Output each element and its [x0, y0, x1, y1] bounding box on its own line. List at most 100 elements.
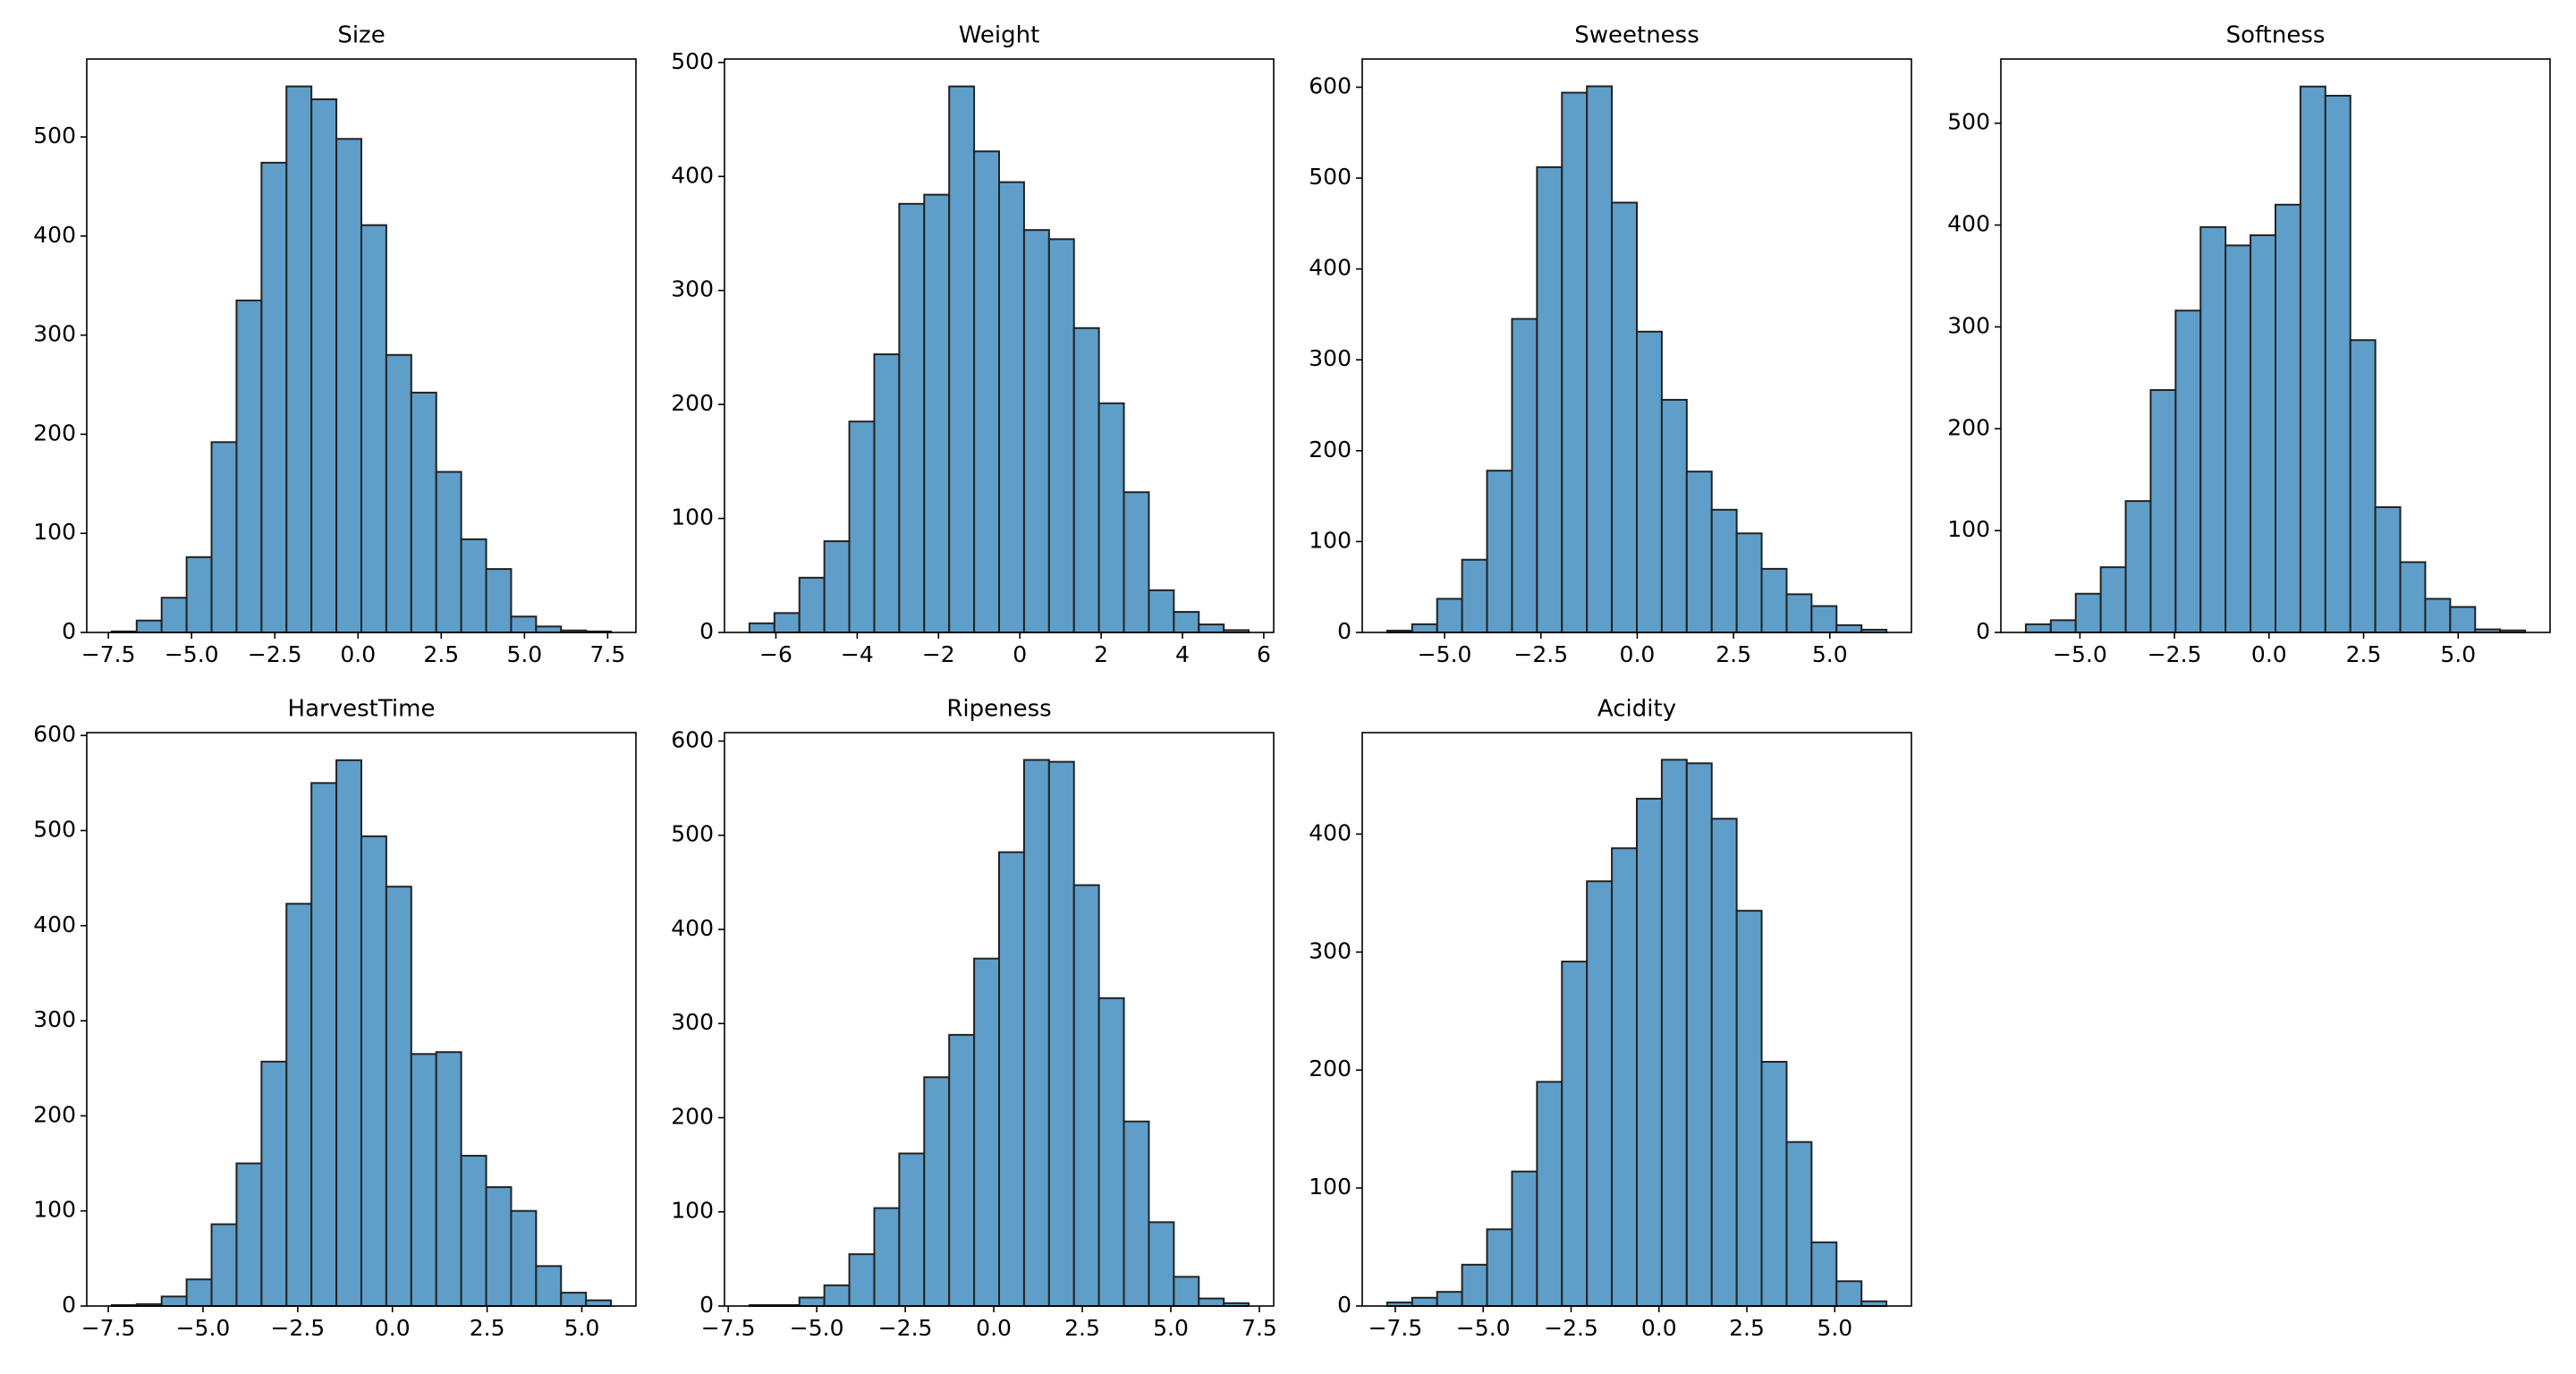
bar	[973, 957, 1001, 1307]
bar	[973, 150, 1001, 634]
bar	[1411, 623, 1438, 633]
y-tick-label: 200	[1947, 414, 1990, 440]
y-tick-label: 400	[1309, 255, 1352, 281]
subplot: −7.5 −5.0 −2.5 0.0 2.5 5.0 0 100 200 300 400 Acidit…	[1309, 696, 1912, 1341]
y-tick-label: 200	[1309, 437, 1352, 462]
bar	[235, 299, 263, 633]
bar	[1835, 623, 1863, 634]
chart-title: Weight	[959, 22, 1040, 49]
y-tick-label: 600	[1309, 72, 1352, 98]
y-tick-label: 100	[33, 519, 76, 545]
bar	[1436, 1291, 1463, 1308]
x-tick-label: −7.5	[81, 1315, 136, 1341]
x-tick-label: −2.5	[248, 641, 302, 667]
x-tick-label: −2	[922, 641, 955, 667]
x-tick-label: 5.0	[1812, 641, 1848, 667]
bar	[1586, 85, 1614, 633]
y-tick-label: 300	[33, 1006, 76, 1032]
x-tick-label: −5.0	[176, 1315, 231, 1341]
chart-title: Ripeness	[946, 696, 1051, 723]
bar	[1710, 818, 1738, 1307]
bar	[2424, 598, 2452, 633]
bar	[873, 353, 901, 633]
y-tick-label: 0	[62, 1292, 76, 1318]
x-tick-label: −5.0	[2053, 641, 2107, 667]
subplot: −5.0 −2.5 0.0 2.5 5.0 0 100 200 300 400 500 Softnes…	[1947, 22, 2551, 667]
y-tick-label: 300	[1947, 312, 1990, 338]
bar	[1097, 402, 1125, 633]
bar	[823, 1284, 851, 1307]
bar	[1022, 229, 1050, 633]
subplot: −7.5 −5.0 −2.5 0.0 2.5 5.0 7.5 0 100 200 300 400 500…	[671, 696, 1277, 1342]
y-tick-label: 100	[1947, 516, 1990, 542]
bar	[1536, 1081, 1563, 1308]
x-tick-label: −7.5	[1368, 1315, 1423, 1341]
bar	[1611, 847, 1639, 1307]
bar	[1785, 593, 1813, 634]
x-tick-label: 5.0	[1817, 1315, 1852, 1341]
bar	[2275, 203, 2301, 633]
x-tick-label: 2.5	[423, 641, 459, 667]
axes-frame	[86, 732, 637, 1307]
y-tick-label: 100	[1309, 527, 1352, 553]
x-tick-label: −5.0	[1456, 1315, 1511, 1341]
bar	[1436, 598, 1463, 634]
bar	[1022, 759, 1050, 1307]
x-tick-label: 7.5	[1241, 1315, 1277, 1341]
subplot: −7.5 −5.0 −2.5 0.0 2.5 5.0 7.5 0 100 200 300 400 500…	[33, 22, 637, 667]
bar	[360, 224, 387, 633]
y-tick-label: 0	[62, 618, 76, 644]
bar	[2449, 606, 2477, 634]
x-tick-label: 0	[1013, 641, 1027, 667]
bar	[2349, 339, 2377, 633]
bar	[948, 1033, 976, 1307]
bar	[585, 1299, 613, 1308]
y-tick-label: 200	[671, 1103, 714, 1129]
bar	[1148, 589, 1175, 633]
y-tick-label: 300	[1309, 345, 1352, 371]
bar	[185, 1278, 213, 1307]
x-tick-label: −4	[841, 641, 874, 667]
y-tick-label: 300	[671, 276, 714, 302]
x-tick-label: 5.0	[506, 641, 542, 667]
bar	[898, 202, 926, 633]
y-tick-label: 300	[671, 1009, 714, 1035]
bar	[2374, 505, 2402, 634]
bar	[873, 1207, 901, 1307]
bar	[1735, 910, 1763, 1307]
bar	[1611, 201, 1639, 633]
bar	[1760, 1060, 1788, 1307]
bar	[1586, 880, 1614, 1307]
x-tick-label: 2.5	[470, 1315, 505, 1341]
bar	[1636, 330, 1663, 633]
bar	[1486, 470, 1513, 633]
bar	[1148, 1221, 1175, 1308]
x-tick-label: −7.5	[81, 641, 136, 667]
bar	[2324, 94, 2351, 634]
axes-frame	[2000, 58, 2551, 633]
y-tick-label: 100	[1309, 1174, 1352, 1200]
y-tick-label: 500	[1947, 109, 1990, 135]
bar	[923, 1076, 951, 1308]
bar	[310, 782, 338, 1307]
bar	[385, 353, 412, 633]
bar	[1636, 797, 1663, 1307]
bar	[510, 615, 538, 634]
y-tick-label: 100	[671, 1198, 714, 1224]
y-tick-label: 600	[671, 726, 714, 752]
x-tick-label: 7.5	[589, 641, 625, 667]
bar	[1198, 623, 1225, 634]
bar	[798, 1296, 826, 1308]
bar	[485, 568, 513, 634]
bar	[1461, 558, 1488, 634]
bar	[998, 181, 1025, 633]
bar	[2124, 500, 2152, 633]
x-tick-label: 2.5	[1064, 1315, 1100, 1341]
x-tick-label: 0.0	[976, 1315, 1012, 1341]
bar	[1173, 1276, 1200, 1307]
x-tick-label: −5.0	[165, 641, 219, 667]
bar	[2024, 623, 2052, 634]
y-tick-label: 400	[1947, 211, 1990, 237]
bar	[1835, 1280, 1863, 1308]
bar	[1411, 1296, 1438, 1307]
